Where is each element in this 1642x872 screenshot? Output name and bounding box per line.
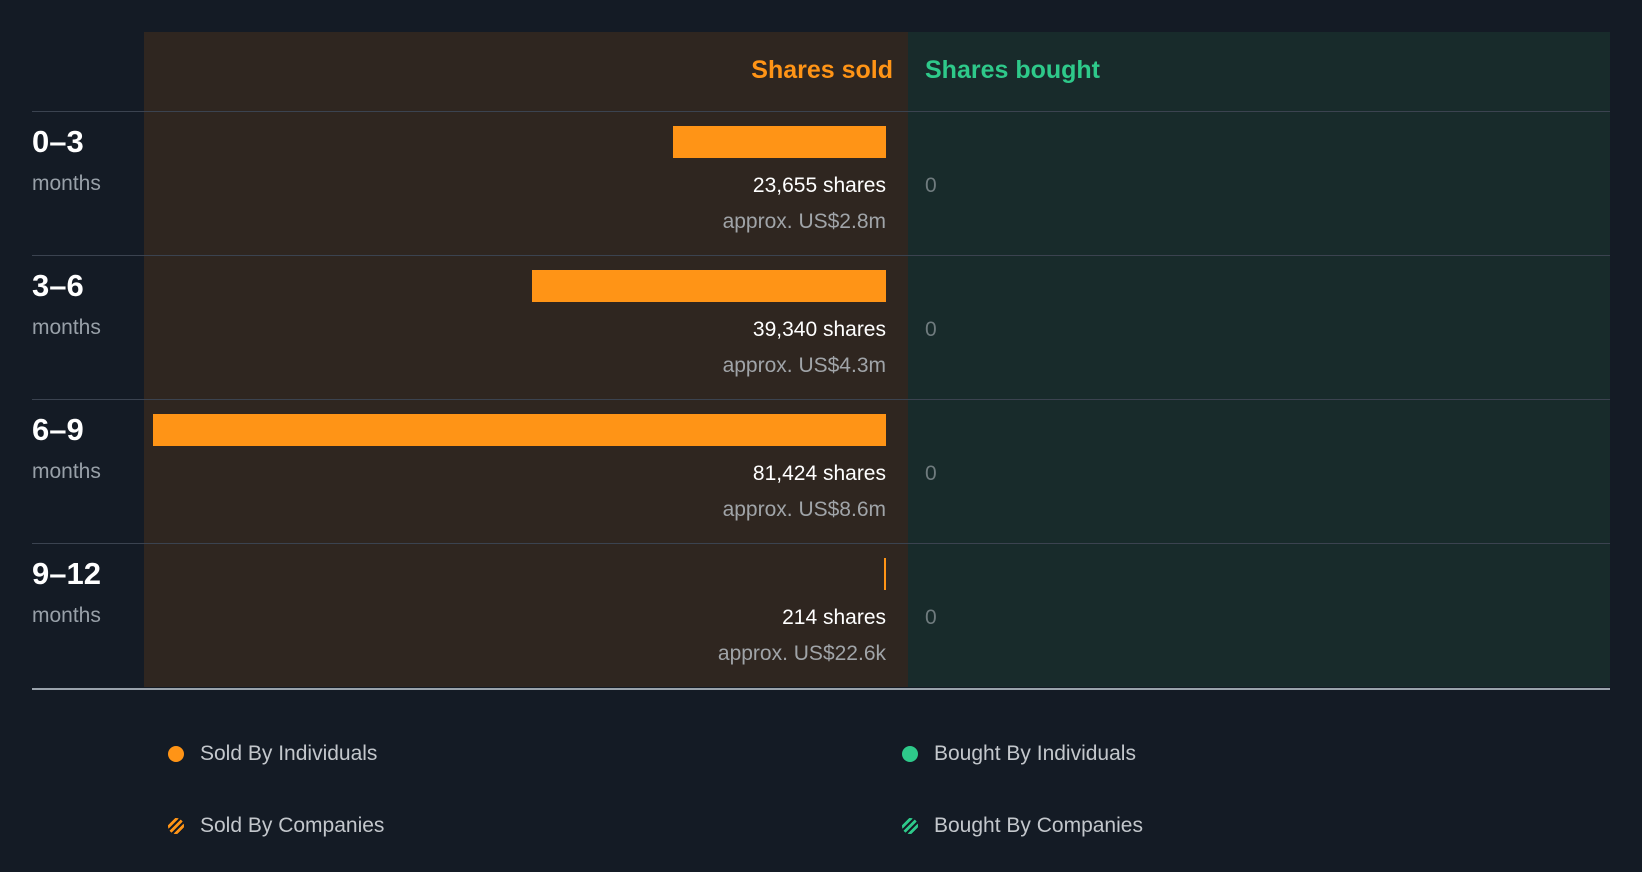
header-shares-sold: Shares sold	[751, 56, 893, 84]
sold-shares-label: 39,340 shares	[752, 318, 886, 341]
period-row: 9–12 months 214 shares approx. US$22.6k …	[32, 543, 1610, 690]
legend-bought-companies[interactable]: Bought By Companies	[902, 811, 1143, 841]
legend-bought-individuals[interactable]: Bought By Individuals	[902, 739, 1136, 769]
period-unit: months	[32, 460, 101, 483]
bought-shares-label: 0	[925, 174, 937, 197]
orange-hatched-dot-icon	[168, 818, 184, 834]
sold-value-label: approx. US$22.6k	[717, 642, 886, 665]
sold-value-label: approx. US$8.6m	[722, 498, 886, 521]
period-label: 9–12	[32, 556, 101, 591]
period-unit: months	[32, 604, 101, 627]
header-shares-bought: Shares bought	[925, 56, 1101, 84]
legend-sold-companies[interactable]: Sold By Companies	[168, 811, 384, 841]
bought-panel	[908, 32, 1610, 687]
period-label: 3–6	[32, 268, 84, 303]
bought-shares-label: 0	[925, 606, 937, 629]
legend-label: Sold By Individuals	[200, 742, 378, 765]
sold-bar[interactable]	[153, 414, 886, 446]
green-hatched-dot-icon	[902, 818, 918, 834]
sold-value-label: approx. US$2.8m	[722, 210, 886, 233]
period-row: 3–6 months 39,340 shares approx. US$4.3m…	[32, 255, 1610, 400]
sold-shares-label: 214 shares	[782, 606, 886, 629]
sold-bar[interactable]	[531, 270, 886, 302]
sold-bar[interactable]	[884, 558, 886, 590]
sold-shares-label: 23,655 shares	[752, 174, 886, 197]
sold-value-label: approx. US$4.3m	[722, 354, 886, 377]
orange-dot-icon	[168, 746, 184, 762]
period-row: 0–3 months 23,655 shares approx. US$2.8m…	[32, 111, 1610, 256]
period-unit: months	[32, 172, 101, 195]
period-unit: months	[32, 316, 101, 339]
bought-shares-label: 0	[925, 462, 937, 485]
green-dot-icon	[902, 746, 918, 762]
legend-label: Bought By Companies	[934, 814, 1143, 837]
period-row: 6–9 months 81,424 shares approx. US$8.6m…	[32, 399, 1610, 544]
legend-label: Bought By Individuals	[934, 742, 1136, 765]
legend-label: Sold By Companies	[200, 814, 385, 837]
period-label: 6–9	[32, 412, 84, 447]
sold-bar[interactable]	[673, 126, 886, 158]
period-label: 0–3	[32, 124, 84, 159]
legend-sold-individuals[interactable]: Sold By Individuals	[168, 739, 377, 769]
sold-shares-label: 81,424 shares	[752, 462, 886, 485]
bought-shares-label: 0	[925, 318, 937, 341]
